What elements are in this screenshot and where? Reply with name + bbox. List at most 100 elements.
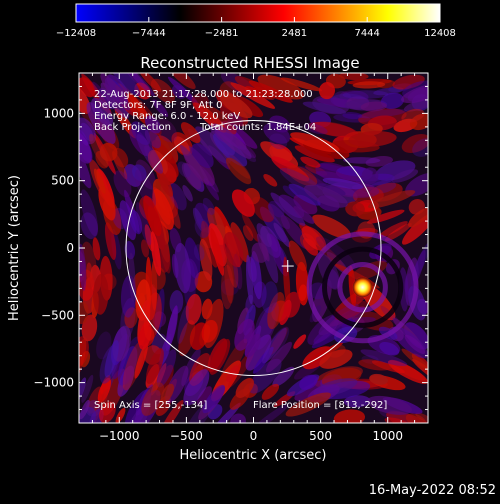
image-lobe	[177, 305, 189, 345]
image-lobe	[128, 93, 149, 119]
image-lobe	[178, 320, 196, 357]
image-lobe	[182, 185, 193, 202]
image-lobe	[132, 164, 147, 182]
y-axis-label: Heliocentric Y (arcsec)	[7, 175, 22, 321]
y-tick-label: 0	[66, 241, 74, 255]
image-lobe	[219, 92, 253, 119]
image-lobe	[404, 334, 426, 354]
image-lobe	[92, 237, 101, 261]
image-lobe	[318, 82, 336, 100]
image-lobe	[203, 298, 224, 349]
image-lobe	[203, 104, 237, 135]
image-lobe	[136, 202, 152, 246]
image-lobe	[261, 281, 278, 314]
image-lobe	[117, 346, 138, 386]
image-lobe	[152, 99, 169, 117]
colorbar-tick-label: 7444	[354, 28, 379, 39]
image-lobe	[360, 349, 408, 367]
image-lobe	[379, 341, 400, 356]
image-lobe	[307, 314, 340, 345]
image-lobe	[403, 98, 428, 112]
image-lobe	[401, 83, 428, 104]
image-lobe	[223, 231, 244, 268]
image-lobe	[100, 82, 129, 119]
image-lobe	[193, 244, 205, 261]
x-tick-label: 500	[309, 429, 332, 443]
image-lobe	[161, 400, 184, 423]
image-lobe	[138, 73, 162, 92]
image-lobe	[366, 209, 405, 224]
image-lobe	[93, 273, 109, 315]
colorbar-ticks: −12408 −7444 −2481 2481 7444 12408	[56, 17, 456, 39]
image-lobe	[235, 378, 254, 398]
image-lobe	[168, 73, 196, 90]
image-lobe	[392, 74, 425, 90]
image-lobe	[80, 189, 99, 237]
image-lobe	[387, 360, 428, 384]
image-lobe	[96, 331, 112, 360]
image-lobe	[401, 108, 425, 123]
image-lobe	[282, 185, 299, 199]
y-tick-label: −1000	[33, 376, 74, 390]
image-lobe	[209, 338, 231, 375]
image-lobe	[251, 242, 269, 263]
chart-title: Reconstructed RHESSI Image	[140, 54, 359, 72]
image-lobe	[144, 115, 161, 134]
image-lobe	[271, 156, 310, 182]
image-lobe	[348, 130, 397, 147]
image-lobe	[143, 292, 162, 341]
image-lobe	[252, 404, 289, 423]
image-lobe	[119, 200, 137, 241]
image-lobe	[290, 132, 340, 153]
image-lobe	[225, 157, 252, 185]
image-lobe	[312, 214, 351, 239]
image-lobe	[250, 251, 262, 300]
ring-artifact	[337, 262, 388, 313]
ring-artifact	[322, 246, 404, 328]
image-lobe	[261, 383, 280, 400]
flare-position-label: Flare Position = [813,-292]	[253, 400, 387, 411]
image-lobe	[245, 334, 272, 371]
image-lobe	[308, 121, 359, 138]
image-lobe	[168, 183, 187, 211]
image-lobe	[408, 207, 428, 228]
x-tick-label: −1000	[99, 429, 140, 443]
image-lobe	[156, 349, 177, 388]
image-lobe	[79, 269, 95, 301]
image-lobe	[191, 143, 214, 169]
image-lobe	[147, 149, 168, 175]
image-lobe	[177, 161, 191, 178]
image-lobe	[357, 108, 408, 119]
image-lobe	[286, 165, 318, 187]
annotation-time-range: 22-Aug-2013 21:17:28.000 to 21:23:28.000	[94, 89, 313, 100]
image-lobe	[97, 377, 112, 403]
y-tick-label: −500	[41, 308, 74, 322]
colorbar-tick-label: 12408	[424, 28, 456, 39]
image-lobe	[345, 201, 365, 217]
image-lobe	[230, 82, 276, 109]
image-lobe	[283, 256, 291, 308]
image-lobe	[288, 240, 307, 272]
image-lobe	[79, 377, 87, 402]
image-lobe	[89, 133, 109, 168]
image-lobe	[361, 167, 379, 185]
image-lobe	[302, 101, 347, 114]
image-lobe	[156, 168, 173, 197]
image-lobe	[207, 207, 226, 240]
back-projection-image	[79, 73, 428, 423]
image-lobe	[115, 407, 126, 423]
image-lobe	[134, 169, 157, 208]
image-lobe	[136, 134, 164, 174]
x-tick-label: −500	[170, 429, 203, 443]
image-lobe	[128, 252, 136, 303]
ring-artifact	[306, 231, 419, 344]
image-lobe	[230, 413, 246, 423]
image-lobe	[257, 74, 304, 100]
image-lobe	[210, 228, 225, 276]
image-lobe	[367, 395, 412, 415]
image-lobe	[303, 123, 328, 135]
colorbar	[75, 3, 441, 23]
image-lobe	[151, 266, 166, 290]
image-lobe	[405, 413, 427, 423]
flare-source	[351, 276, 374, 299]
